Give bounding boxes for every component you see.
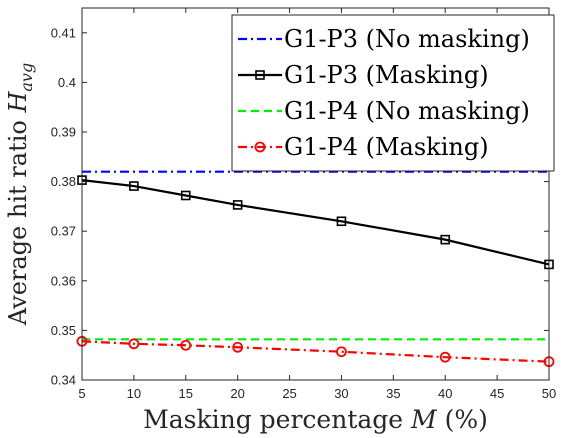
x-tick-label: 25 xyxy=(282,386,296,401)
x-axis-title-var: M xyxy=(410,405,438,434)
legend-label: G1-P3 (Masking) xyxy=(284,61,489,89)
y-axis-title-sub: avg xyxy=(17,63,36,92)
legend-label: G1-P4 (No masking) xyxy=(284,97,530,125)
legend-marker xyxy=(255,70,265,80)
series-layer xyxy=(76,170,555,368)
legend-box xyxy=(231,14,555,172)
ticks-layer: 5 10 15 20 25 30 35 40 45 50 0.34 0.35 0.36 0.37 0.38 0… xyxy=(51,8,556,401)
y-tick-label: 0.4 xyxy=(58,75,76,90)
x-axis-title-prefix: Masking percentage xyxy=(143,405,411,434)
legend-entry: G1-P4 (No masking) xyxy=(238,97,530,125)
series-line xyxy=(81,179,550,266)
x-tick-label: 10 xyxy=(127,386,141,401)
data-point xyxy=(439,351,451,363)
y-axis-title-prefix: Average hit ratio xyxy=(4,113,32,327)
series-line xyxy=(81,340,550,363)
data-point xyxy=(336,216,347,227)
x-tick-label: 30 xyxy=(334,386,348,401)
y-tick-label: 0.41 xyxy=(51,25,76,40)
y-tick-label: 0.39 xyxy=(51,125,76,140)
legend-entry: G1-P3 (Masking) xyxy=(238,61,489,89)
legend-entry: G1-P3 (No masking) xyxy=(238,25,530,53)
legend-marker xyxy=(254,141,266,153)
x-axis-title-suffix: (%) xyxy=(437,405,488,434)
y-axis-title-var: H xyxy=(4,91,32,114)
x-tick-label: 15 xyxy=(179,386,193,401)
x-tick-label: 20 xyxy=(230,386,244,401)
y-axis-title: Average hit ratio Havg xyxy=(4,63,36,326)
data-point xyxy=(440,234,451,245)
x-tick-label: 35 xyxy=(386,386,400,401)
x-tick-label: 45 xyxy=(490,386,504,401)
data-point xyxy=(232,341,244,353)
x-tick-label: 5 xyxy=(78,386,85,401)
series-g1-p4-masking xyxy=(76,335,555,368)
legend-label: G1-P4 (Masking) xyxy=(284,133,489,161)
y-tick-label: 0.38 xyxy=(51,174,76,189)
x-tick-label: 40 xyxy=(438,386,452,401)
data-point xyxy=(232,200,243,210)
y-tick-label: 0.37 xyxy=(51,224,76,239)
plot-frame xyxy=(81,7,550,381)
legend-label: G1-P3 (No masking) xyxy=(284,25,530,53)
legend-entry: G1-P4 (Masking) xyxy=(238,133,489,161)
y-tick-label: 0.35 xyxy=(51,323,76,338)
data-point xyxy=(180,339,192,351)
x-tick-label: 50 xyxy=(542,386,556,401)
y-tick-label: 0.34 xyxy=(51,373,76,388)
data-point xyxy=(180,190,191,201)
y-tick-label: 0.36 xyxy=(51,273,76,288)
x-axis-title: Masking percentage M (%) xyxy=(143,405,488,434)
legend: G1-P3 (No masking) G1-P3 (Masking) G1-P4 (… xyxy=(231,14,555,172)
data-point xyxy=(336,346,347,358)
data-point xyxy=(129,181,139,191)
data-point xyxy=(128,338,140,350)
